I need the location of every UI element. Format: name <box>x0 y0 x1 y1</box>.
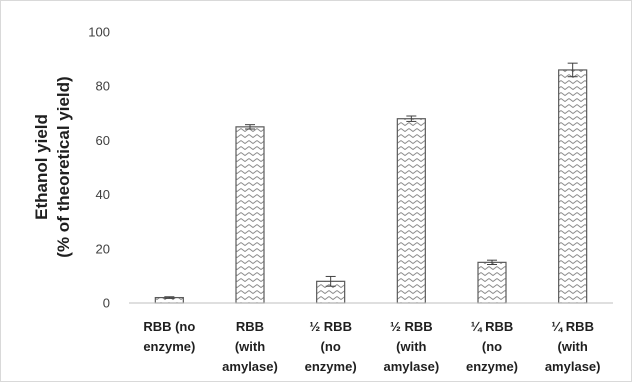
y-tick-label: 80 <box>96 79 110 94</box>
category-label: RBB (with amylase) <box>222 319 278 374</box>
y-tick-label: 60 <box>96 133 110 148</box>
error-bar <box>487 259 497 266</box>
error-bars <box>164 62 578 299</box>
y-tick-label: 40 <box>96 187 110 202</box>
y-axis-title-line-2: (% of theoretical yield) <box>54 76 73 257</box>
error-bar <box>164 296 175 299</box>
category-labels: RBB (no enzyme) RBB (with amylase) ½ RBB (no en… <box>143 319 600 374</box>
y-axis-title: Ethanol yield (% of theoretical yield) <box>32 76 73 257</box>
error-bar <box>406 115 417 122</box>
y-tick-label: 0 <box>103 296 110 311</box>
error-bar <box>245 124 255 130</box>
y-axis-ticks: 0 20 40 60 80 100 <box>88 25 110 311</box>
category-label: ½ RBB (no enzyme) <box>305 319 357 374</box>
error-bar <box>325 275 336 287</box>
bar <box>396 118 426 304</box>
y-tick-label: 100 <box>88 25 110 40</box>
category-label: RBB (no enzyme) <box>143 319 195 354</box>
bar <box>558 69 588 304</box>
category-label: ½ RBB (with amylase) <box>384 319 440 374</box>
bar <box>235 126 265 304</box>
y-tick-label: 20 <box>96 241 110 256</box>
category-label: ¼ RBB (with amylase) <box>545 319 601 374</box>
error-bar <box>567 62 578 78</box>
y-axis-title-line-1: Ethanol yield <box>32 114 51 220</box>
bar <box>477 261 507 304</box>
bars <box>154 69 588 304</box>
category-label: ¼ RBB (no enzyme) <box>466 319 518 374</box>
